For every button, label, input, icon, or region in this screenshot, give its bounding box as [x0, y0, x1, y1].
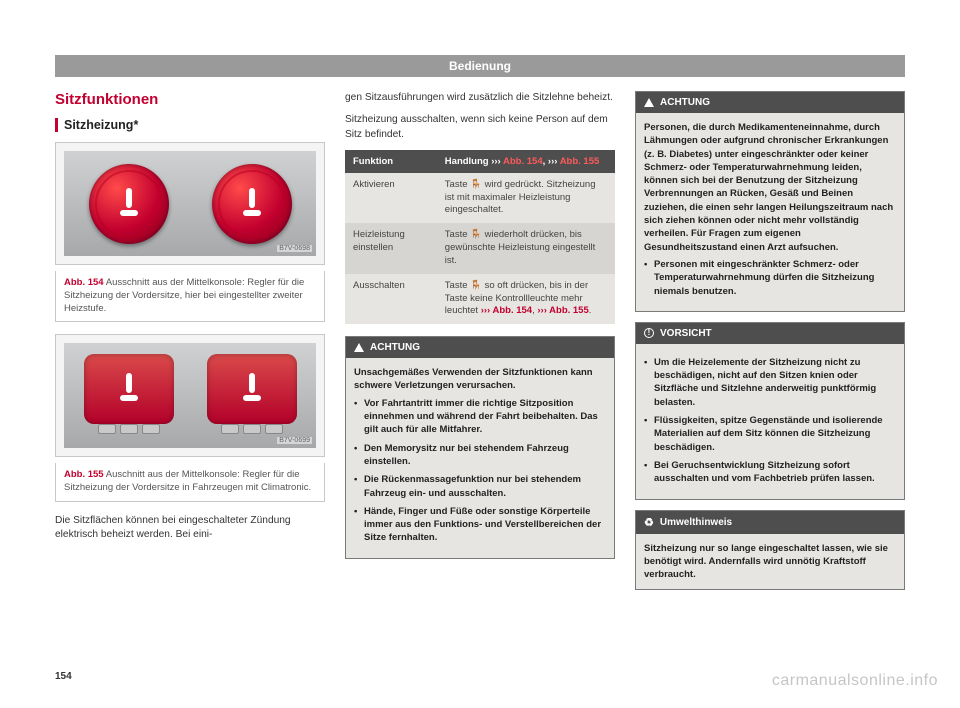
figure-154-caption: Abb. 154 Ausschnitt aus der Mittelkonsol… — [55, 271, 325, 322]
page-content: Bedienung Sitzfunktionen Sitzheizung* B7… — [0, 0, 960, 620]
seat-heater-dial-right — [212, 164, 292, 244]
column-3: ACHTUNG Personen, die durch Medikamenten… — [635, 91, 905, 600]
cell-text: . — [589, 305, 592, 316]
header-text: , ››› — [543, 156, 560, 167]
box-header: ACHTUNG — [636, 92, 904, 113]
mini-button — [98, 424, 116, 434]
seat-icon — [239, 373, 265, 405]
section-title: Sitzfunktionen — [55, 91, 325, 108]
figure-154-box: B7V-0698 — [55, 142, 325, 265]
column-1: Sitzfunktionen Sitzheizung* B7V-0698 Abb… — [55, 91, 325, 600]
seat-heater-panel-left — [84, 354, 174, 424]
seat-heater-dial-left — [89, 164, 169, 244]
cell-action: Taste 🪑 wiederholt drücken, bis gewünsch… — [437, 223, 615, 273]
figure-ref: ››› Abb. 154 — [481, 305, 532, 316]
box-list: Vor Fahrtantritt immer die richtige Sitz… — [354, 397, 606, 545]
list-item: Hände, Finger und Füße oder sonstige Kör… — [354, 505, 606, 545]
list-item: Vor Fahrtantritt immer die richtige Sitz… — [354, 397, 606, 437]
seat-heater-panel-right — [207, 354, 297, 424]
function-table: Funktion Handlung ››› Abb. 154, ››› Abb.… — [345, 150, 615, 324]
box-intro: Unsachgemäßes Verwenden der Sitzfunktion… — [354, 366, 606, 393]
figure-155-box: B7V-0699 — [55, 334, 325, 457]
environment-box-umwelt: Umwelthinweis Sitzheizung nur so lange e… — [635, 510, 905, 591]
page-number: 154 — [55, 671, 72, 682]
body-paragraph: Sitzheizung ausschalten, wenn sich keine… — [345, 113, 615, 142]
box-body: Um die Heizelemente der Sitzheizung nich… — [636, 344, 904, 499]
info-circle-icon: ! — [644, 328, 654, 338]
box-header: Umwelthinweis — [636, 511, 904, 534]
table-row: Ausschalten Taste 🪑 so oft drücken, bis … — [345, 274, 615, 324]
figure-155-caption: Abb. 155 Auschnitt aus der Mittelkonsole… — [55, 463, 325, 502]
box-header: ! VORSICHT — [636, 323, 904, 344]
box-title: ACHTUNG — [660, 97, 710, 108]
figure-id: B7V-0699 — [277, 437, 312, 444]
body-paragraph: Die Sitzflächen können bei eingeschaltet… — [55, 514, 325, 543]
warning-box-achtung: ACHTUNG Personen, die durch Medikamenten… — [635, 91, 905, 312]
box-title: VORSICHT — [660, 328, 712, 339]
cell-function: Heizleistung einstellen — [345, 223, 437, 273]
box-list: Personen mit eingeschränkter Schmerz- od… — [644, 258, 896, 298]
list-item: Flüssigkeiten, spitze Gegenstände und is… — [644, 414, 896, 454]
list-item: Den Memorysitz nur bei stehendem Fahrzeu… — [354, 442, 606, 469]
figure-155-image: B7V-0699 — [64, 343, 316, 448]
mini-button — [243, 424, 261, 434]
box-title: Umwelthinweis — [660, 517, 732, 528]
box-title: ACHTUNG — [370, 342, 420, 353]
figure-id: B7V-0698 — [277, 245, 312, 252]
seat-icon — [116, 373, 142, 405]
table-row: Aktivieren Taste 🪑 wird gedrückt. Sitzhe… — [345, 173, 615, 223]
figure-ref: Abb. 154 — [503, 156, 543, 167]
list-item: Personen mit eingeschränkter Schmerz- od… — [644, 258, 896, 298]
warning-triangle-icon — [644, 98, 654, 107]
button-row — [207, 424, 297, 434]
figure-154-image: B7V-0698 — [64, 151, 316, 256]
mini-button — [120, 424, 138, 434]
list-item: Bei Geruchsentwicklung Sitzheizung sofor… — [644, 459, 896, 486]
list-item: Die Rückenmassagefunktion nur bei stehen… — [354, 473, 606, 500]
seat-icon — [116, 188, 142, 220]
table-row: Heizleistung einstellen Taste 🪑 wiederho… — [345, 223, 615, 273]
box-intro: Personen, die durch Medikamenteneinnahme… — [644, 121, 896, 254]
figure-ref: ››› Abb. 155 — [537, 305, 588, 316]
box-list: Um die Heizelemente der Sitzheizung nich… — [644, 356, 896, 486]
recycle-icon — [644, 516, 654, 529]
columns-layout: Sitzfunktionen Sitzheizung* B7V-0698 Abb… — [55, 91, 905, 600]
cell-function: Ausschalten — [345, 274, 437, 324]
box-body: Personen, die durch Medikamenteneinnahme… — [636, 113, 904, 311]
mini-button — [142, 424, 160, 434]
figure-ref: Abb. 155 — [64, 469, 104, 480]
caution-box-vorsicht: ! VORSICHT Um die Heizelemente der Sitzh… — [635, 322, 905, 500]
figure-ref: Abb. 155 — [560, 156, 600, 167]
subsection-title: Sitzheizung* — [55, 118, 325, 132]
button-row — [84, 424, 174, 434]
cell-function: Aktivieren — [345, 173, 437, 223]
warning-box-achtung: ACHTUNG Unsachgemäßes Verwenden der Sitz… — [345, 336, 615, 559]
watermark: carmanualsonline.info — [772, 672, 938, 690]
body-paragraph: gen Sitzausführungen wird zusätzlich die… — [345, 91, 615, 105]
warning-triangle-icon — [354, 343, 364, 352]
cell-action: Taste 🪑 so oft drücken, bis in der Taste… — [437, 274, 615, 324]
column-2: gen Sitzausführungen wird zusätzlich die… — [345, 91, 615, 600]
header-text: Handlung ››› — [445, 156, 503, 167]
box-body: Unsachgemäßes Verwenden der Sitzfunktion… — [346, 358, 614, 558]
mini-button — [265, 424, 283, 434]
mini-button — [221, 424, 239, 434]
figure-ref: Abb. 154 — [64, 277, 104, 288]
box-header: ACHTUNG — [346, 337, 614, 358]
table-header-action: Handlung ››› Abb. 154, ››› Abb. 155 — [437, 150, 615, 173]
table-header-function: Funktion — [345, 150, 437, 173]
page-header: Bedienung — [55, 55, 905, 77]
seat-icon — [239, 188, 265, 220]
box-body: Sitzheizung nur so lange eingeschaltet l… — [636, 534, 904, 590]
cell-action: Taste 🪑 wird gedrückt. Sitzheizung ist m… — [437, 173, 615, 223]
list-item: Um die Heizelemente der Sitzheizung nich… — [644, 356, 896, 409]
